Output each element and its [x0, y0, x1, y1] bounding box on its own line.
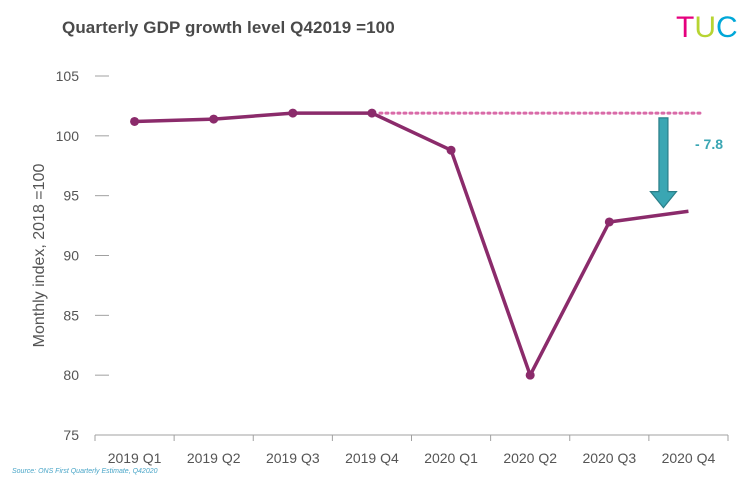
annotation-label: - 7.8 — [695, 136, 723, 152]
chart-title: Quarterly GDP growth level Q42019 =100 — [62, 18, 395, 37]
source-note: Source: ONS First Quarterly Estimate, Q4… — [12, 468, 158, 475]
data-point — [367, 108, 377, 118]
y-tick-label: 85 — [63, 307, 79, 323]
data-point — [525, 370, 535, 380]
y-tick-label: 80 — [63, 367, 79, 383]
x-tick-label: 2020 Q1 — [424, 450, 478, 466]
x-tick-label: 2020 Q4 — [662, 450, 716, 466]
y-tick-label: 75 — [63, 427, 79, 443]
y-axis-label: Monthly index, 2018 =100 — [31, 164, 48, 348]
y-tick-label: 90 — [63, 248, 79, 264]
y-tick-label: 100 — [56, 128, 80, 144]
data-point — [288, 108, 298, 118]
x-tick-label: 2019 Q4 — [345, 450, 399, 466]
series-line — [134, 111, 689, 377]
x-tick-label: 2019 Q1 — [108, 450, 162, 466]
x-tick-label: 2019 Q3 — [266, 450, 320, 466]
tuc-logo: TUC — [676, 11, 738, 44]
data-point — [130, 116, 140, 126]
y-tick-label: 105 — [56, 68, 80, 84]
data-point — [209, 114, 219, 124]
data-point — [446, 145, 456, 155]
y-tick-label: 95 — [63, 188, 79, 204]
x-tick-label: 2020 Q3 — [582, 450, 636, 466]
x-tick-label: 2019 Q2 — [187, 450, 241, 466]
annotation-arrow — [649, 117, 678, 209]
data-point — [604, 217, 614, 227]
logo-text: TUC — [676, 11, 738, 44]
x-tick-label: 2020 Q2 — [503, 450, 557, 466]
